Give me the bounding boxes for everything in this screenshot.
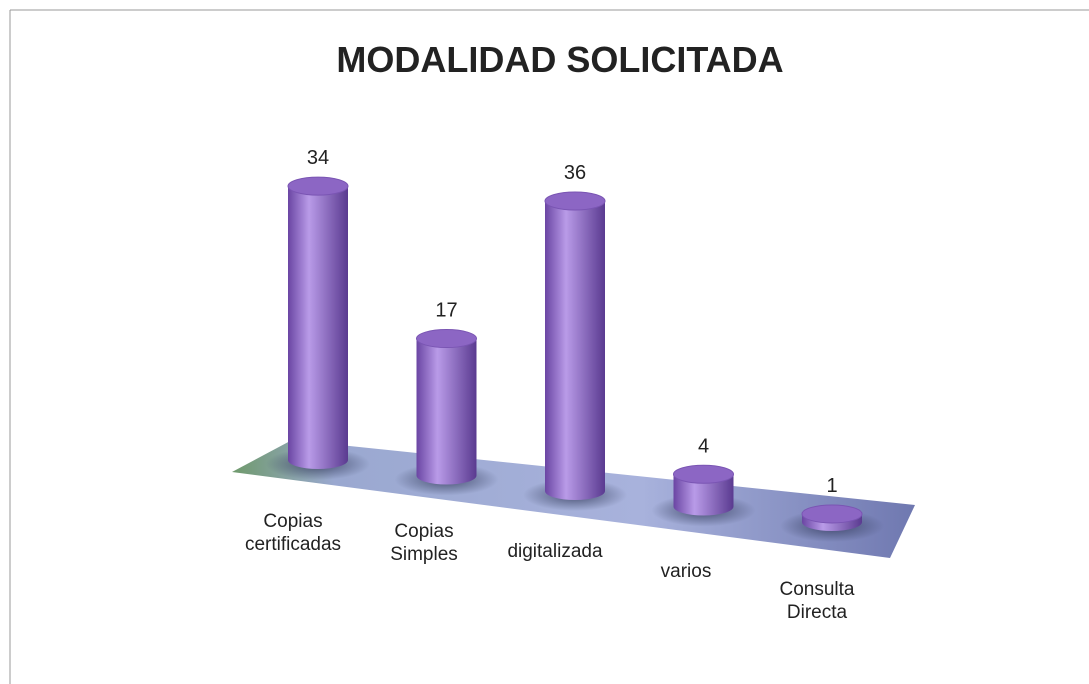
cylinder-top: [673, 464, 734, 484]
data-label: 1: [826, 475, 837, 497]
bar: [288, 186, 348, 460]
category-label: Copias certificadas: [244, 511, 342, 555]
cylinder-bottom: [416, 466, 477, 485]
cylinder-top: [416, 329, 477, 349]
bar: [545, 201, 605, 491]
data-label: 34: [307, 147, 329, 169]
data-label: 4: [698, 435, 709, 457]
chart-title: MODALIDAD SOLICITADA: [336, 39, 783, 80]
cylinder-bottom: [545, 482, 605, 500]
cylinder-bottom: [288, 451, 348, 469]
bar: [416, 338, 477, 476]
cylinder-bottom: [673, 497, 734, 516]
data-label: 36: [564, 162, 586, 184]
cylinder-top: [544, 191, 606, 211]
cylinder-top: [801, 504, 863, 524]
category-label: Copias Simples: [390, 521, 458, 565]
category-label: Consulta Directa: [779, 579, 855, 623]
cylinder-top: [287, 176, 349, 196]
category-label: varios: [660, 561, 712, 582]
category-label: digitalizada: [507, 541, 603, 562]
data-label: 17: [435, 300, 457, 322]
